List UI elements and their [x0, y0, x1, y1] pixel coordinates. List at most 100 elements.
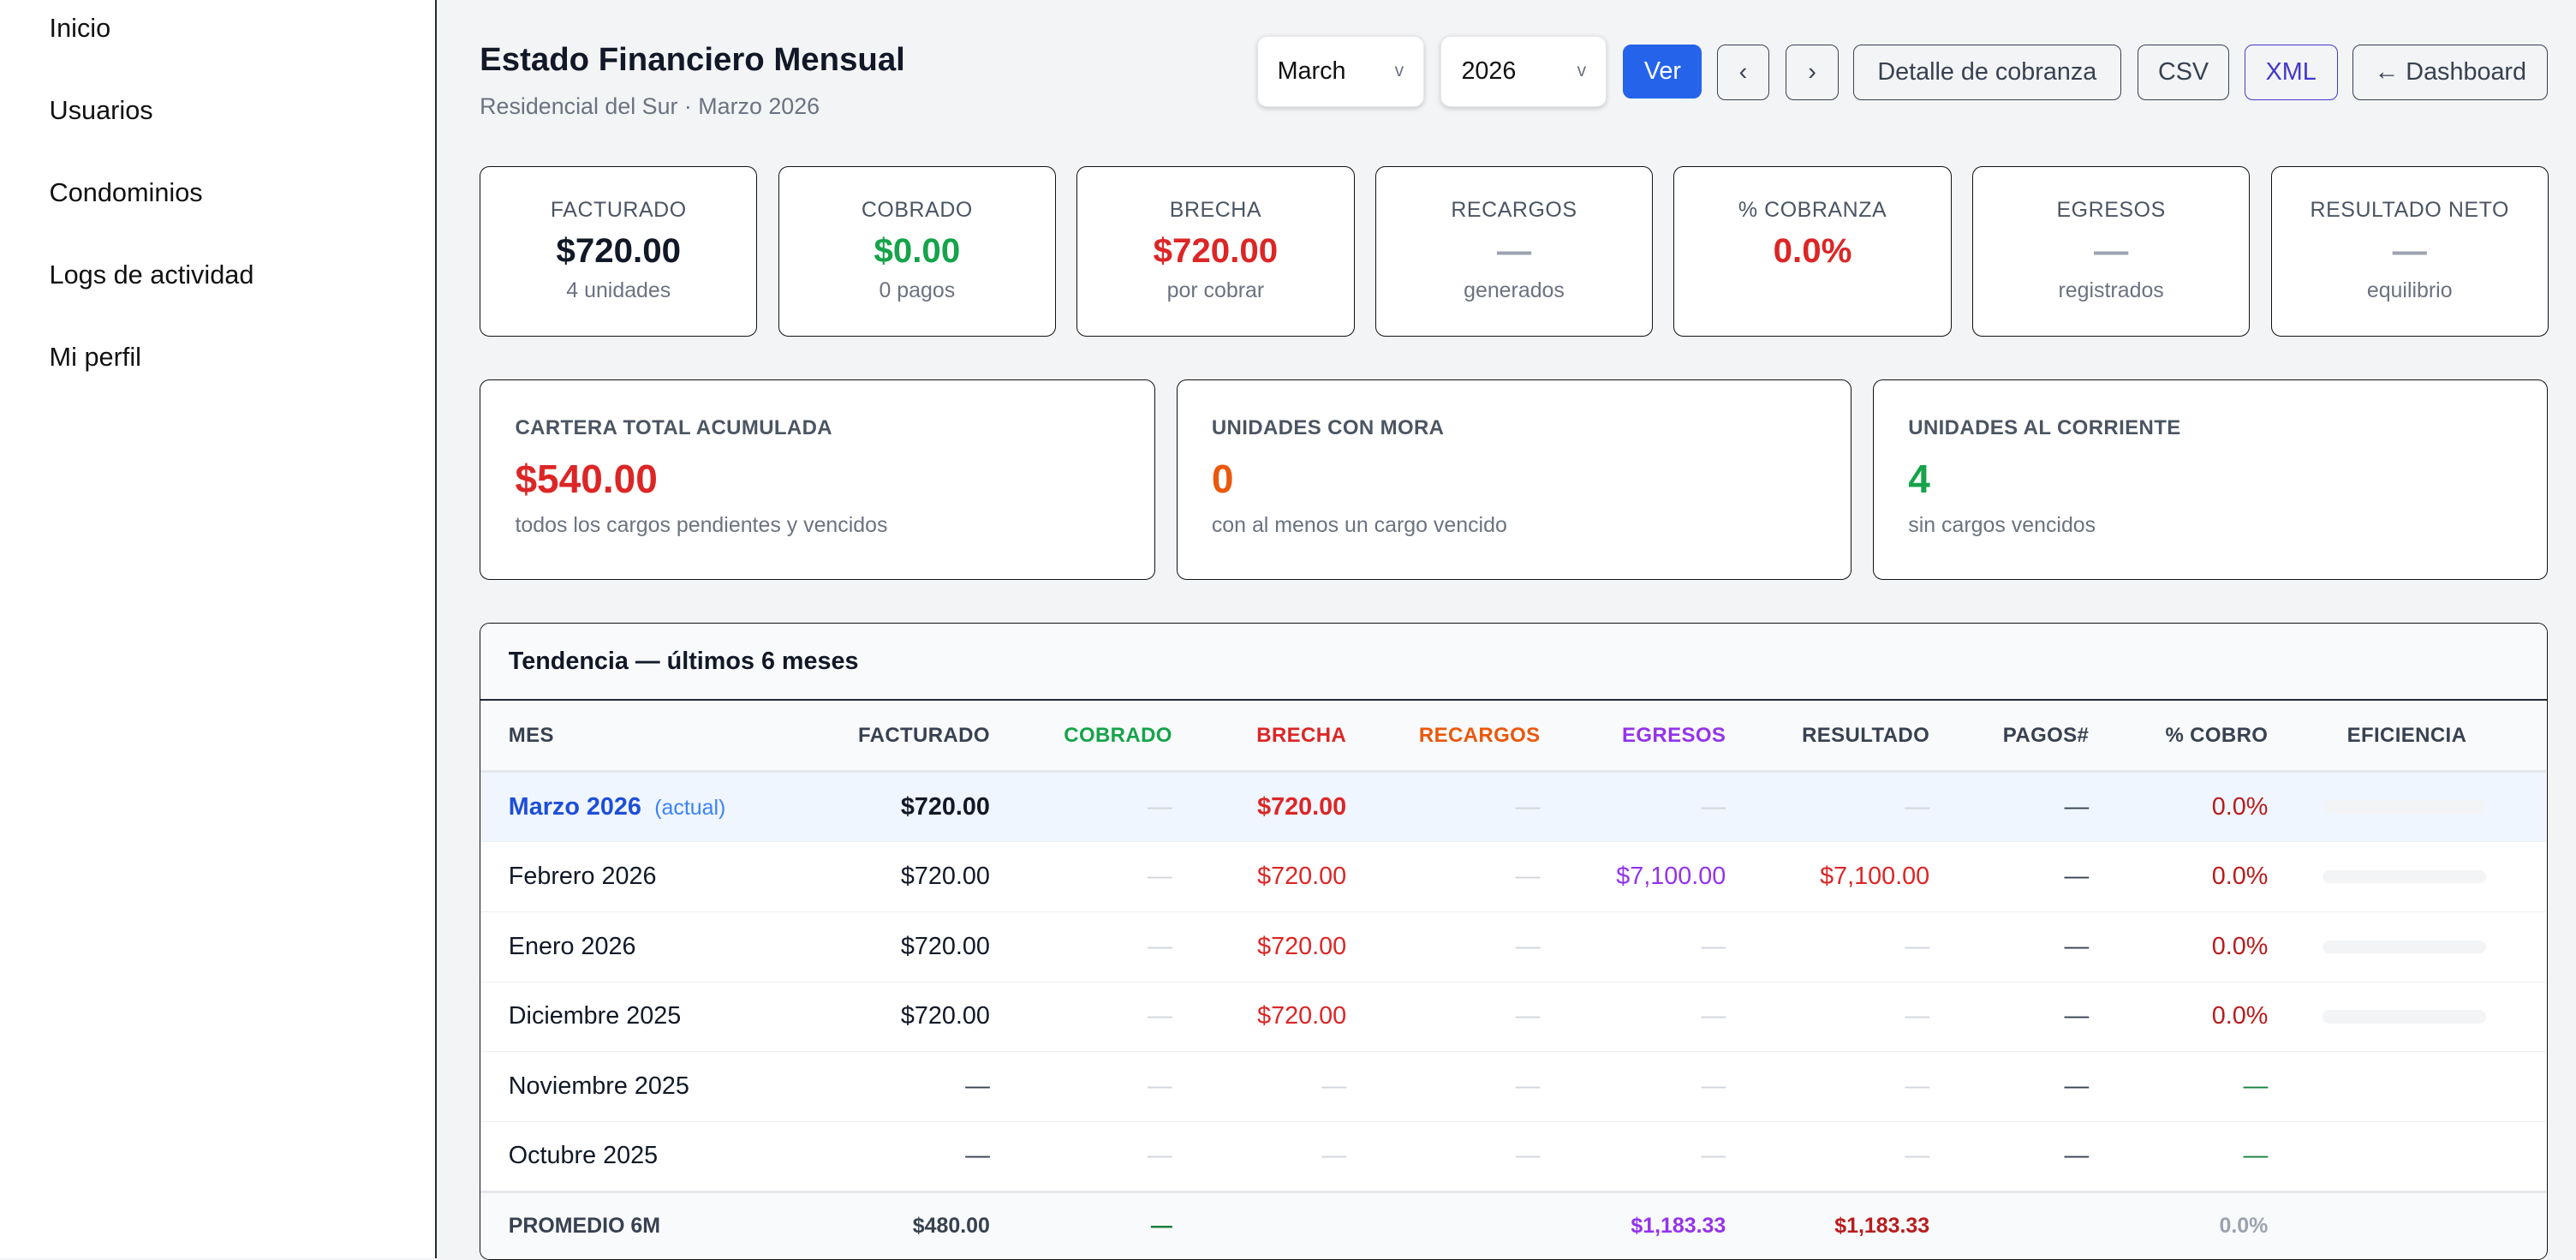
column-header: COBRADO — [989, 701, 1172, 773]
cell-cobrado: — — [989, 771, 1172, 843]
footer-cell: $1,183.33 — [1726, 1191, 1930, 1259]
cell-cobrado: — — [989, 982, 1172, 1053]
detalle-cobranza-button[interactable]: Detalle de cobranza — [1852, 44, 2121, 100]
kpi-value: — — [2094, 230, 2129, 270]
column-header: RESULTADO — [1726, 701, 1930, 773]
cell-pagos: — — [1929, 911, 2090, 982]
cell-facturado: — — [808, 1051, 990, 1122]
page-subtitle: Residencial del Sur · Marzo 2026 — [480, 93, 820, 120]
cell-recargos: — — [1346, 771, 1541, 843]
cell-recargos: — — [1346, 911, 1541, 982]
kpi-label: RECARGOS — [1451, 198, 1577, 223]
month-value: March — [1277, 57, 1346, 85]
column-header: RECARGOS — [1346, 701, 1541, 773]
cell-facturado: — — [808, 1121, 990, 1193]
kpi-card: FACTURADO $720.00 4 unidades — [480, 165, 758, 337]
cell-resultado: — — [1726, 1121, 1930, 1193]
kpi-sub: 4 unidades — [566, 278, 671, 303]
cell-facturado: $720.00 — [808, 771, 990, 843]
cell-brecha: $720.00 — [1172, 911, 1347, 982]
column-header: EGRESOS — [1540, 701, 1726, 773]
kpi-sub: generados — [1464, 278, 1565, 303]
cell-brecha: — — [1172, 1051, 1347, 1122]
kpi-card: RESULTADO NETO — equilibrio — [2270, 165, 2549, 337]
table-row[interactable]: Octubre 2025— — — — — — — — — [480, 1121, 2546, 1193]
cell-recargos: — — [1346, 841, 1541, 912]
cell-cobrado: — — [989, 841, 1172, 912]
year-value: 2026 — [1461, 57, 1517, 85]
page-title: Estado Financiero Mensual — [480, 40, 905, 78]
current-tag: (actual) — [654, 795, 726, 820]
kpi-label: EGRESOS — [2056, 198, 2166, 223]
footer-cell: — — [989, 1191, 1172, 1259]
summary-sub: todos los cargos pendientes y vencidos — [515, 513, 888, 538]
cell-pagos: — — [1929, 841, 2090, 912]
sidebar-item-inicio[interactable]: Inicio — [49, 13, 111, 44]
kpi-sub: registrados — [2058, 278, 2164, 303]
ver-button[interactable]: Ver — [1623, 44, 1702, 99]
footer-row: PROMEDIO 6M $480.00— $1,183.33 $1,183.33 0.0… — [480, 1191, 2546, 1259]
cell-resultado: — — [1726, 982, 1930, 1053]
cell-cobro: — — [2089, 1051, 2269, 1122]
cell-resultado: $7,100.00 — [1726, 841, 1930, 912]
prev-month-button[interactable]: ‹ — [1716, 44, 1770, 100]
chevron-down-icon: v — [1577, 61, 1587, 81]
table-row[interactable]: Diciembre 2025 $720.00— $720.00— — — —0.0% — [480, 982, 2546, 1053]
cell-egresos: — — [1540, 982, 1726, 1053]
kpi-card: BRECHA $720.00 por cobrar — [1076, 165, 1355, 337]
sidebar-item-condominios[interactable]: Condominios — [49, 177, 203, 208]
cell-brecha: $720.00 — [1172, 841, 1347, 912]
table-row[interactable]: Marzo 2026 (actual) $720.00— $720.00— — — —0.0… — [480, 771, 2546, 843]
trend-table-card: Tendencia — últimos 6 meses MES FACTURADO… — [480, 623, 2549, 1260]
sidebar-item-logs[interactable]: Logs de actividad — [49, 260, 254, 290]
efficiency-cell — [2268, 771, 2546, 843]
table-row[interactable]: Noviembre 2025— — — — — — — — — [480, 1051, 2546, 1122]
cell-facturado: $720.00 — [808, 911, 990, 982]
column-header: PAGOS# — [1929, 701, 2090, 773]
cell-recargos: — — [1346, 1121, 1541, 1193]
cell-cobro: — — [2089, 1121, 2269, 1193]
efficiency-cell — [2268, 1121, 2546, 1193]
kpi-label: COBRADO — [861, 198, 973, 223]
cell-cobrado: — — [989, 911, 1172, 982]
cell-mes: Marzo 2026 (actual) — [480, 771, 809, 843]
sidebar-item-perfil[interactable]: Mi perfil — [49, 342, 141, 373]
kpi-card: EGRESOS — registrados — [1972, 165, 2251, 337]
cell-egresos: — — [1540, 1051, 1726, 1122]
kpi-card: % COBRANZA 0.0% — [1673, 165, 1952, 337]
efficiency-bar — [2322, 870, 2487, 884]
summary-sub: sin cargos vencidos — [1908, 513, 2096, 538]
cell-pagos: — — [1929, 771, 2090, 843]
cell-egresos: — — [1540, 1121, 1726, 1193]
kpi-label: % COBRANZA — [1738, 198, 1887, 223]
cell-resultado: — — [1726, 1051, 1930, 1122]
efficiency-bar — [2322, 800, 2487, 814]
csv-button[interactable]: CSV — [2137, 44, 2230, 100]
kpi-value: 0.0% — [1773, 230, 1852, 270]
cell-egresos: $7,100.00 — [1540, 841, 1726, 912]
trend-title: Tendencia — últimos 6 meses — [480, 624, 2548, 702]
summary-label: UNIDADES AL CORRIENTE — [1908, 416, 2181, 440]
efficiency-bar — [2322, 1010, 2487, 1024]
cell-mes: Febrero 2026 — [480, 841, 809, 912]
column-header: EFICIENCIA — [2268, 701, 2546, 773]
column-header: FACTURADO — [808, 701, 990, 773]
table-row[interactable]: Enero 2026 $720.00— $720.00— — — —0.0% — [480, 911, 2546, 982]
trend-table: MES FACTURADO COBRADO BRECHA RECARGOS EGRESOS… — [480, 701, 2546, 1259]
sidebar: Inicio Usuarios Condominios Logs de acti… — [0, 0, 438, 1259]
cell-brecha: — — [1172, 1121, 1347, 1193]
year-select[interactable]: 2026 v — [1440, 36, 1607, 107]
efficiency-cell — [2268, 911, 2546, 982]
table-row[interactable]: Febrero 2026 $720.00— $720.00— $7,100.00 $7,… — [480, 841, 2546, 912]
xml-button[interactable]: XML — [2244, 44, 2338, 100]
sidebar-item-usuarios[interactable]: Usuarios — [49, 95, 153, 126]
column-header: MES — [480, 701, 809, 773]
cell-mes: Octubre 2025 — [480, 1121, 809, 1193]
chevron-down-icon: v — [1394, 61, 1404, 81]
kpi-value: — — [2392, 230, 2427, 270]
month-select[interactable]: March v — [1256, 36, 1425, 107]
next-month-button[interactable]: › — [1786, 44, 1839, 100]
dashboard-button[interactable]: ← Dashboard — [2352, 44, 2549, 100]
kpi-card: RECARGOS — generados — [1374, 165, 1654, 337]
kpi-label: RESULTADO NETO — [2310, 198, 2509, 223]
